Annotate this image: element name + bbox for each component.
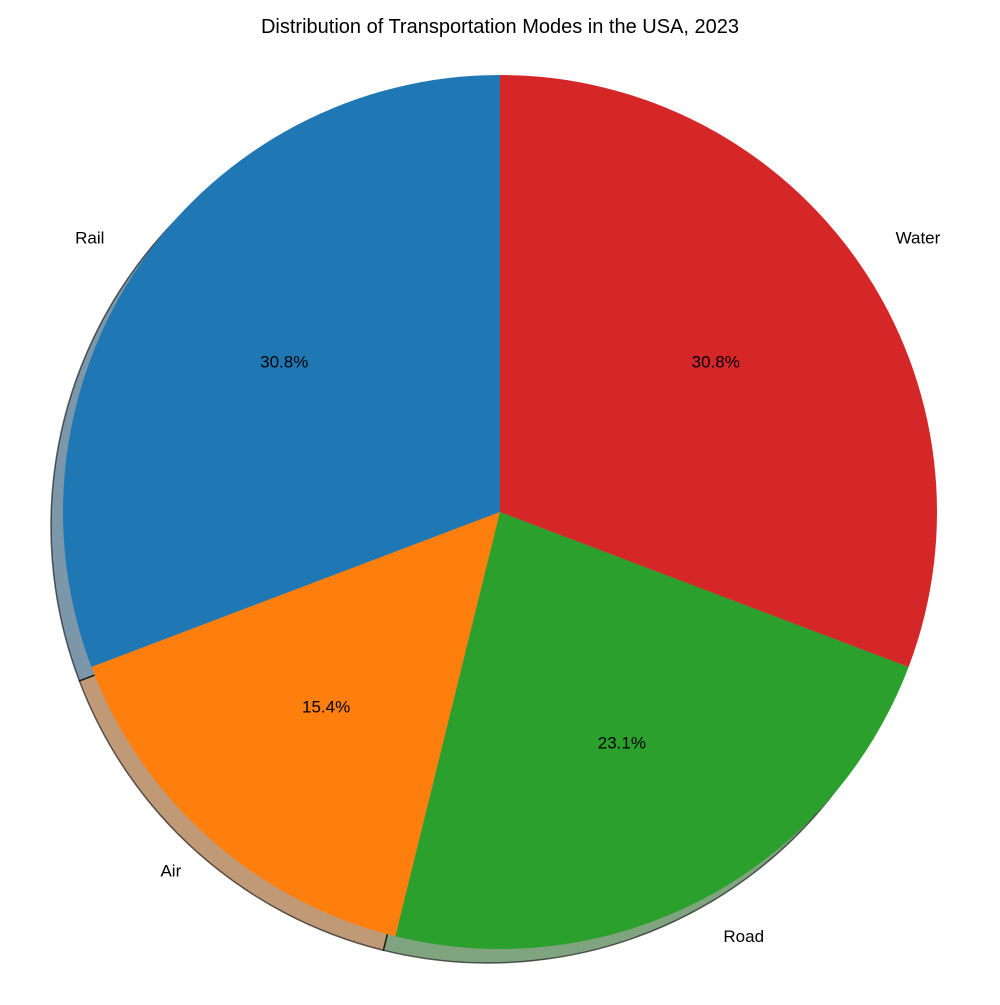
slice-label-rail: Rail: [75, 228, 104, 247]
slice-label-water: Water: [896, 228, 941, 247]
chart-title: Distribution of Transportation Modes in …: [260, 16, 740, 38]
slice-percent-rail: 30.8%: [260, 353, 308, 372]
slice-label-air: Air: [160, 861, 181, 880]
slice-road: [395, 512, 909, 949]
pie-labels: Rail 30.8% Air 15.4% Road 23.1% Water 30.8%: [75, 228, 941, 946]
slice-water: [500, 75, 937, 667]
pie-slices: [63, 75, 937, 949]
slice-percent-water: 30.8%: [692, 353, 740, 372]
slice-air: [91, 512, 501, 937]
slice-rail: [63, 75, 500, 667]
slice-label-road: Road: [723, 927, 764, 946]
slice-percent-road: 23.1%: [598, 734, 646, 753]
slice-percent-air: 15.4%: [302, 698, 350, 717]
